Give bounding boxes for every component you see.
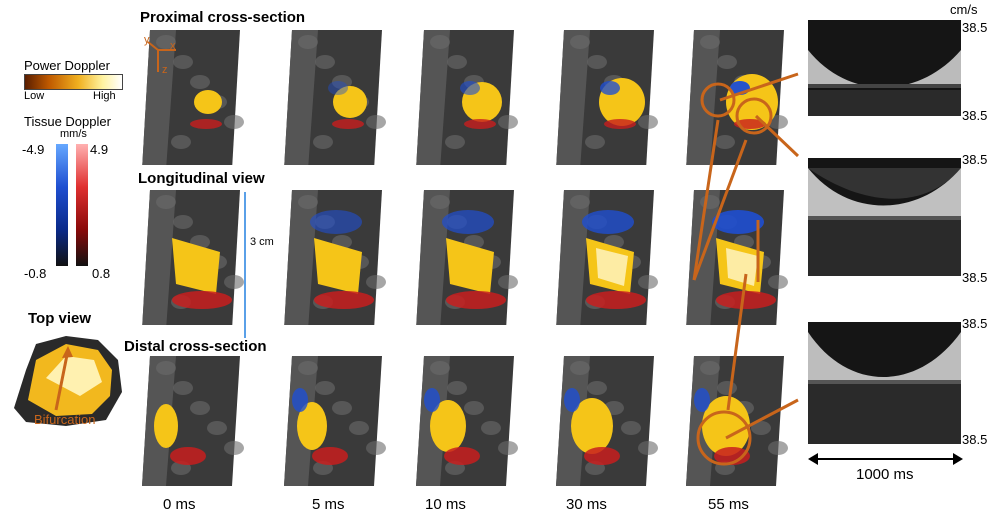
spect-label-6: 38.5 xyxy=(962,432,988,447)
tissue-doppler-title: Tissue Doppler xyxy=(24,114,111,129)
time-label-3: 30 ms xyxy=(566,496,607,513)
tissue-pos-max: 4.9 xyxy=(90,142,109,157)
spect-label-2: 38.5 xyxy=(962,108,988,123)
render-proximal-2 xyxy=(410,30,520,165)
tissue-pos-colorbar xyxy=(76,144,88,266)
render-distal-0 xyxy=(136,356,246,491)
top-view-title: Top view xyxy=(28,310,92,327)
render-longitudinal-2 xyxy=(410,190,520,325)
render-distal-2 xyxy=(410,356,520,491)
render-proximal-0 xyxy=(136,30,246,165)
scale-bar-label: 3 cm xyxy=(250,236,274,248)
render-longitudinal-0 xyxy=(136,190,246,325)
render-proximal-3 xyxy=(550,30,660,165)
power-low-label: Low xyxy=(24,90,45,102)
render-proximal-1 xyxy=(278,30,388,165)
bifurcation-label: Bifurcation xyxy=(34,412,96,427)
render-longitudinal-1 xyxy=(278,190,388,325)
tissue-neg-min: -0.8 xyxy=(24,266,47,281)
time-label-4: 55 ms xyxy=(708,496,749,513)
tissue-pos-min: 0.8 xyxy=(92,266,111,281)
spect-label-4: 38.5 xyxy=(962,270,988,285)
render-distal-1 xyxy=(278,356,388,491)
spectrogram-3 xyxy=(808,322,961,444)
power-doppler-title: Power Doppler xyxy=(24,58,110,73)
time-label-2: 10 ms xyxy=(425,496,466,513)
axis-x-label: x xyxy=(170,40,176,52)
proximal-title: Proximal cross-section xyxy=(140,9,306,26)
spectrogram-unit: cm/s xyxy=(950,2,978,17)
axes-marker-proximal xyxy=(140,36,180,76)
render-longitudinal-4 xyxy=(680,190,790,325)
axis-z-label: z xyxy=(162,64,168,76)
spectrogram-2 xyxy=(808,158,961,276)
duration-label: 1000 ms xyxy=(856,466,914,483)
render-distal-3 xyxy=(550,356,660,491)
duration-arrow xyxy=(808,453,963,465)
distal-title: Distal cross-section xyxy=(124,338,267,355)
time-label-0: 0 ms xyxy=(163,496,196,513)
spect-label-3: 38.5 xyxy=(962,152,988,167)
tissue-unit: mm/s xyxy=(60,128,87,140)
time-label-1: 5 ms xyxy=(312,496,345,513)
scale-bar-line xyxy=(244,192,246,338)
annotation-overlay xyxy=(692,72,800,466)
longitudinal-title: Longitudinal view xyxy=(138,170,265,187)
axis-y-label: y xyxy=(144,34,150,46)
render-distal-4 xyxy=(680,356,790,491)
spect-label-1: 38.5 xyxy=(962,20,988,35)
tissue-neg-max: -4.9 xyxy=(22,142,45,157)
top-view-image xyxy=(6,330,124,430)
spectrogram-1 xyxy=(808,20,961,116)
power-doppler-colorbar xyxy=(24,74,123,90)
spect-label-5: 38.5 xyxy=(962,316,988,331)
tissue-neg-colorbar xyxy=(56,144,68,266)
render-longitudinal-3 xyxy=(550,190,660,325)
power-high-label: High xyxy=(93,90,116,102)
